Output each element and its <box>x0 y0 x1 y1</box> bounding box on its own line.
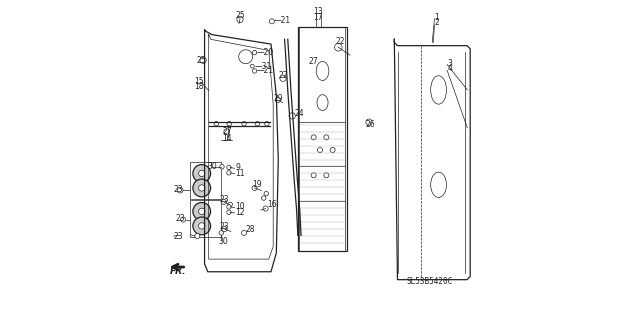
Circle shape <box>262 196 266 200</box>
Circle shape <box>335 43 342 51</box>
Text: 23: 23 <box>173 232 183 241</box>
Bar <box>190 200 221 237</box>
Text: 11: 11 <box>236 169 244 178</box>
Text: 29: 29 <box>273 94 283 103</box>
Text: —20: —20 <box>257 48 274 57</box>
Circle shape <box>280 75 286 81</box>
Text: 13: 13 <box>314 7 323 16</box>
Circle shape <box>311 173 316 178</box>
Circle shape <box>193 165 211 182</box>
Text: —21: —21 <box>257 66 273 76</box>
Circle shape <box>239 50 253 64</box>
Circle shape <box>195 234 200 239</box>
Circle shape <box>317 147 323 152</box>
Text: 17: 17 <box>314 13 323 22</box>
Text: —21: —21 <box>274 16 291 25</box>
Circle shape <box>330 147 335 152</box>
Text: 12: 12 <box>236 208 244 217</box>
Circle shape <box>242 122 246 126</box>
Circle shape <box>263 206 268 211</box>
Bar <box>298 27 347 251</box>
Circle shape <box>269 19 275 24</box>
Text: 4: 4 <box>447 64 452 73</box>
Circle shape <box>180 217 186 222</box>
Circle shape <box>227 210 231 214</box>
Text: 2: 2 <box>435 19 439 27</box>
Text: 9: 9 <box>236 163 240 172</box>
Text: 27: 27 <box>222 127 232 136</box>
Circle shape <box>200 57 206 63</box>
Text: 23: 23 <box>220 222 229 231</box>
Circle shape <box>198 170 205 177</box>
Text: 30: 30 <box>207 162 217 171</box>
Circle shape <box>255 122 260 126</box>
Circle shape <box>250 64 254 68</box>
Circle shape <box>224 129 230 135</box>
Text: 14: 14 <box>222 134 232 143</box>
Circle shape <box>252 185 257 190</box>
Circle shape <box>228 202 232 207</box>
Circle shape <box>220 165 224 169</box>
Circle shape <box>221 199 227 204</box>
Text: 19: 19 <box>252 180 262 189</box>
Circle shape <box>198 208 205 214</box>
Text: 23: 23 <box>220 195 229 204</box>
Circle shape <box>227 122 232 126</box>
Circle shape <box>241 230 246 235</box>
Circle shape <box>227 171 231 175</box>
Circle shape <box>264 191 268 196</box>
Text: FR.: FR. <box>170 267 187 276</box>
Circle shape <box>237 16 243 23</box>
Circle shape <box>214 122 218 126</box>
Circle shape <box>289 113 295 119</box>
Circle shape <box>219 231 223 235</box>
Circle shape <box>265 122 269 126</box>
Text: 10: 10 <box>236 203 245 211</box>
Text: 23: 23 <box>175 214 185 223</box>
Circle shape <box>252 69 257 73</box>
Text: 1: 1 <box>435 13 439 22</box>
Text: 30: 30 <box>218 237 228 246</box>
Text: 22: 22 <box>279 71 289 80</box>
Text: 23: 23 <box>173 185 183 194</box>
Text: 15: 15 <box>195 77 204 85</box>
Circle shape <box>275 98 280 103</box>
Circle shape <box>177 187 183 193</box>
Text: 22: 22 <box>335 37 345 46</box>
Text: 24: 24 <box>294 109 304 118</box>
Circle shape <box>366 119 372 125</box>
Circle shape <box>198 185 205 191</box>
Text: 25: 25 <box>196 56 205 65</box>
Bar <box>190 162 221 199</box>
Text: —31: —31 <box>255 62 272 71</box>
Text: 26: 26 <box>366 120 376 129</box>
Circle shape <box>324 173 329 178</box>
Circle shape <box>198 223 205 229</box>
Circle shape <box>252 50 257 55</box>
Circle shape <box>311 135 316 140</box>
Circle shape <box>193 217 211 235</box>
Text: 28: 28 <box>245 225 255 234</box>
Circle shape <box>227 205 231 209</box>
Text: SL53B5420C: SL53B5420C <box>407 277 453 286</box>
Text: 27: 27 <box>309 57 319 66</box>
Circle shape <box>193 203 211 220</box>
Text: 16: 16 <box>268 200 277 209</box>
Text: 3: 3 <box>447 59 452 68</box>
Circle shape <box>222 226 227 232</box>
Circle shape <box>324 135 329 140</box>
Circle shape <box>227 165 231 170</box>
Text: 25: 25 <box>236 11 245 20</box>
Circle shape <box>193 179 211 197</box>
Text: 18: 18 <box>195 82 204 91</box>
